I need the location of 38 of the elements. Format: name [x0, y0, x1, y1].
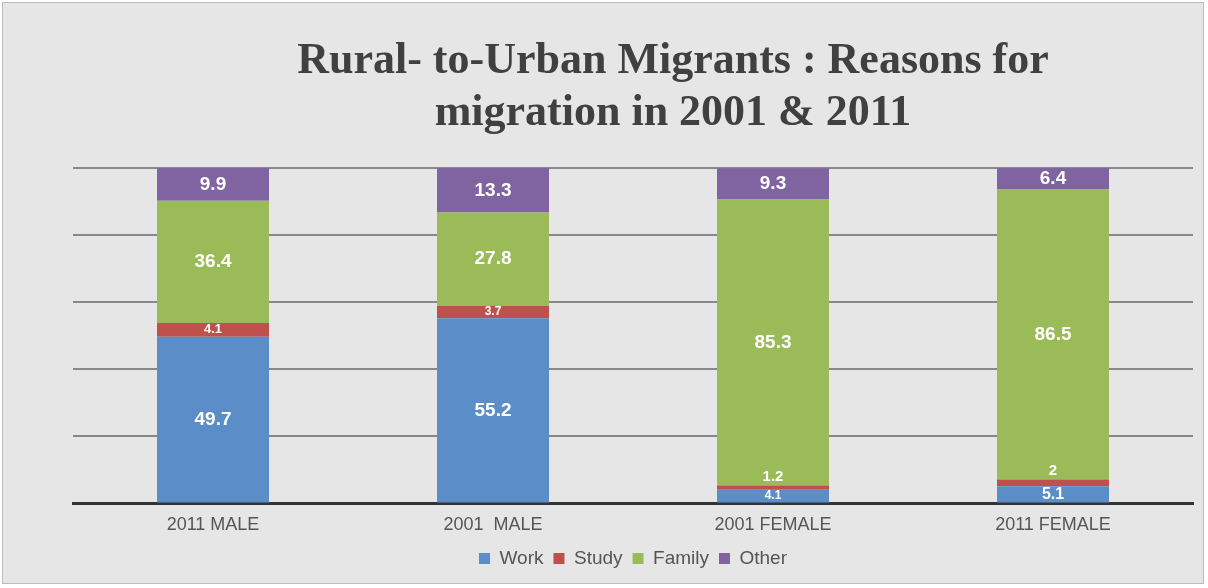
data-label: 3.7	[484, 304, 502, 319]
chart-title: Rural- to-Urban Migrants : Reasons for migration in 2001 & 2011	[296, 33, 1050, 137]
bar	[997, 189, 1109, 480]
data-label: 9.9	[199, 172, 227, 194]
data-label: 49.7	[194, 407, 232, 429]
bar	[437, 318, 549, 503]
data-label: 13.3	[474, 178, 512, 200]
bar	[157, 168, 269, 201]
data-label: 2	[1048, 461, 1058, 479]
data-label: 9.3	[759, 172, 787, 194]
data-label: 86.5	[1034, 322, 1072, 344]
data-label: 5.1	[1041, 484, 1065, 502]
x-tick-label: 2001 MALE	[443, 514, 543, 535]
data-label: 4.1	[203, 321, 223, 337]
bar	[717, 168, 829, 200]
data-label: 36.4	[194, 250, 232, 272]
bar	[437, 305, 549, 319]
bar	[157, 322, 269, 337]
bar	[157, 200, 269, 323]
data-label: 4.1	[764, 488, 782, 503]
bar	[997, 486, 1109, 503]
data-label: 6.4	[1039, 166, 1067, 188]
bar	[717, 485, 829, 490]
x-tick-label: 2001 FEMALE	[714, 514, 832, 535]
data-label: 27.8	[474, 247, 512, 269]
data-label: 1.2	[762, 467, 784, 485]
x-tick-label: 2011 MALE	[166, 514, 260, 535]
x-tick-label: 2011 FEMALE	[995, 514, 1111, 535]
bar	[437, 168, 549, 213]
legend-label: Other	[739, 546, 788, 568]
legend-label: Family	[653, 546, 710, 568]
data-label: 55.2	[474, 398, 512, 420]
data-label: 85.3	[754, 330, 792, 352]
bar	[717, 199, 829, 486]
bar	[157, 336, 269, 503]
legend-label: Study	[573, 546, 624, 568]
legend-label: Work	[499, 546, 544, 568]
bar	[437, 212, 549, 306]
